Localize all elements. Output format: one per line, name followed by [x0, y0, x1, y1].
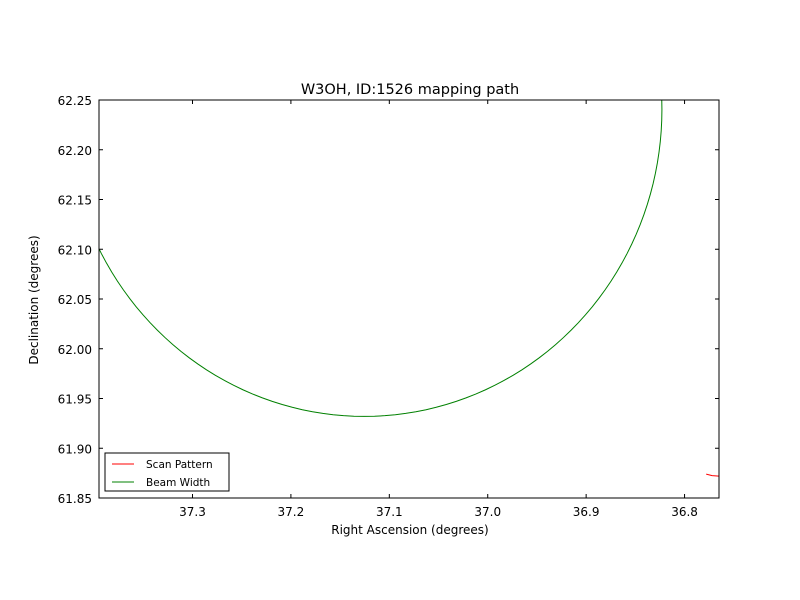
- plot-area: [99, 100, 719, 498]
- series-line-scan-pattern: [706, 473, 719, 477]
- x-tick-label: 37.2: [278, 505, 305, 519]
- y-axis-label: Declination (degrees): [27, 235, 41, 364]
- x-tick-label: 37.3: [179, 505, 206, 519]
- y-tick-label: 62.10: [58, 243, 92, 257]
- y-tick-label: 61.85: [58, 492, 92, 506]
- legend: Scan Pattern Beam Width: [104, 452, 230, 492]
- legend-label-scan-pattern: Scan Pattern: [146, 459, 213, 471]
- x-axis-label: Right Ascension (degrees): [331, 523, 488, 537]
- y-tick-label: 62.05: [58, 293, 92, 307]
- chart-title: W3OH, ID:1526 mapping path: [301, 82, 519, 98]
- x-tick-label: 37.0: [474, 505, 501, 519]
- y-tick-label: 61.95: [58, 393, 92, 407]
- x-tick-label: 36.9: [573, 505, 600, 519]
- y-tick-label: 61.90: [58, 442, 92, 456]
- legend-box: [104, 452, 230, 492]
- series-line-beam-width: [99, 100, 663, 417]
- y-tick-label: 62.15: [58, 194, 92, 208]
- y-tick-label: 62.20: [58, 144, 92, 158]
- legend-label-beam-width: Beam Width: [146, 477, 210, 489]
- x-tick-label: 36.8: [671, 505, 698, 519]
- y-tick-label: 62.00: [58, 343, 92, 357]
- x-tick-label: 37.1: [376, 505, 403, 519]
- y-tick-label: 62.25: [58, 94, 92, 108]
